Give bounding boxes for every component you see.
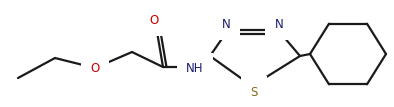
Text: N: N — [221, 18, 230, 30]
Text: O: O — [149, 13, 159, 27]
Text: NH: NH — [186, 62, 204, 76]
Text: O: O — [90, 62, 100, 74]
Text: N: N — [275, 18, 283, 30]
Text: S: S — [250, 85, 258, 99]
